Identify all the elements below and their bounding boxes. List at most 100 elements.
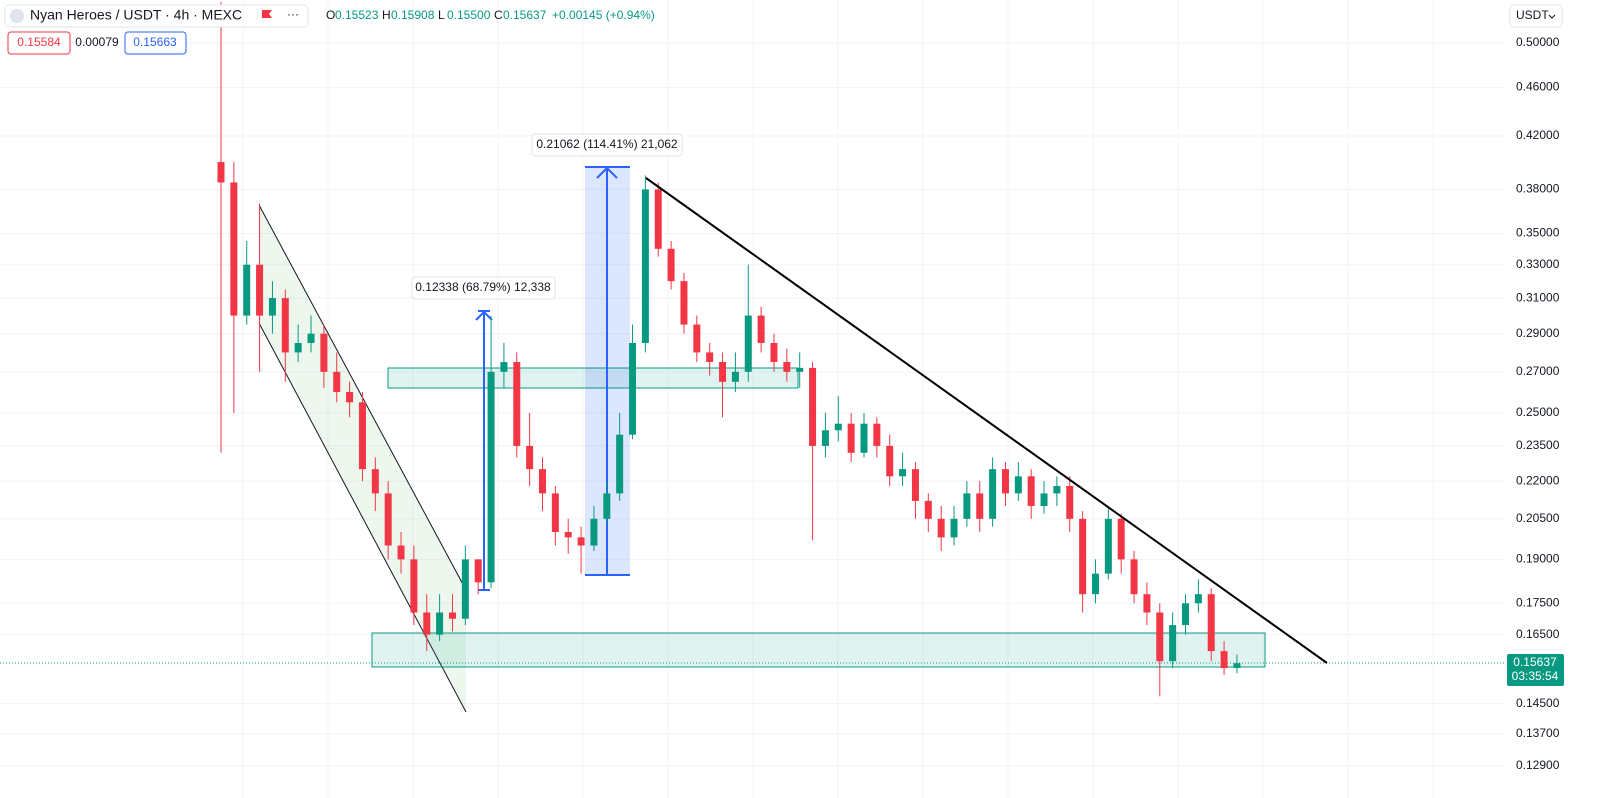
trendline	[645, 177, 1328, 664]
candle-body	[1053, 486, 1061, 494]
candle-body	[371, 469, 379, 494]
measure-label-box	[531, 133, 683, 157]
candle-body	[937, 518, 945, 538]
y-tick-label: 0.35000	[1516, 225, 1560, 239]
candle-body	[320, 333, 328, 372]
candle-body	[963, 493, 971, 519]
zone	[371, 632, 1266, 668]
candle-body	[1156, 612, 1164, 662]
candle-body	[500, 362, 508, 372]
ohlc-value: 0.15908	[391, 8, 435, 22]
candle-body	[693, 324, 701, 353]
measure-label: 0.12338 (68.79%) 12,338	[415, 280, 551, 294]
candle-body	[268, 298, 276, 316]
candle-body	[1207, 594, 1215, 652]
candle-body	[1079, 518, 1087, 595]
candle-body	[281, 298, 289, 353]
candle-body	[526, 445, 534, 470]
ohlc-key: H	[382, 8, 391, 22]
candle-body	[1143, 594, 1151, 613]
candle-body	[770, 342, 778, 363]
candle-body	[847, 423, 855, 453]
candle-body	[873, 423, 881, 446]
candle-body	[1194, 594, 1202, 604]
candle-body	[307, 333, 315, 343]
candle-body	[911, 469, 919, 501]
candle-body	[924, 500, 932, 519]
candle-body	[1014, 476, 1022, 494]
candle-body	[783, 362, 791, 372]
more-icon[interactable]: ···	[287, 7, 299, 21]
measure-label: 0.21062 (114.41%) 21,062	[536, 137, 678, 151]
candle-body	[243, 264, 251, 316]
candle-body	[1104, 518, 1112, 574]
candle-body	[1001, 469, 1009, 494]
grid	[0, 0, 1505, 798]
ohlc-value: 0.15500	[447, 8, 491, 22]
candle-body	[436, 612, 444, 635]
symbol-box[interactable]	[4, 4, 309, 28]
candle-body	[899, 469, 907, 477]
y-tick-label: 0.12900	[1516, 758, 1560, 772]
candle-body	[294, 342, 302, 353]
candle-body	[1091, 573, 1099, 595]
ohlc: O 0.15523 H 0.15908 L 0.15500 C 0.15637	[326, 8, 547, 22]
flag-icon[interactable]	[262, 10, 272, 18]
currency: USDT	[1516, 8, 1549, 22]
y-tick-label: 0.46000	[1516, 80, 1560, 94]
candle-body	[1233, 663, 1241, 669]
bid-box[interactable]	[7, 31, 71, 55]
candle-body	[680, 281, 688, 325]
dropdown-icon	[1548, 14, 1556, 19]
candle-body	[731, 371, 739, 382]
candle-body	[976, 493, 984, 519]
channel-line	[258, 322, 467, 713]
ask-box[interactable]	[124, 31, 187, 55]
y-tick-label: 0.14500	[1516, 696, 1560, 710]
candle-body	[1040, 493, 1048, 506]
candle-body	[384, 493, 392, 546]
candle-body	[834, 423, 842, 431]
y-tick-label: 0.13700	[1516, 726, 1560, 740]
candle-body	[1130, 559, 1138, 595]
measure-arrow	[596, 166, 618, 179]
candle-body	[1169, 625, 1177, 662]
candle-body	[796, 367, 804, 372]
candle-body	[629, 342, 637, 435]
candle-body	[809, 367, 817, 446]
candle-body	[719, 362, 727, 382]
countdown: 03:35:54	[1512, 669, 1559, 683]
candle-body	[950, 518, 958, 538]
candle-body	[1220, 651, 1228, 669]
ask: 0.15663	[133, 35, 177, 49]
ohlc-value: 0.15637	[503, 8, 547, 22]
candles	[217, 1, 1241, 697]
candle-body	[410, 559, 418, 613]
candle-body	[539, 469, 546, 494]
candle-body	[487, 371, 495, 583]
candle-body	[706, 352, 714, 363]
ohlc-key: C	[494, 8, 503, 22]
candle-body	[474, 559, 482, 583]
candle-body	[667, 248, 675, 282]
candle-body	[461, 559, 469, 619]
candle-body	[1027, 476, 1035, 506]
ohlc-key: L	[438, 8, 445, 22]
candle-body	[616, 434, 624, 494]
y-tick-label: 0.25000	[1516, 405, 1560, 419]
candle-body	[397, 545, 405, 560]
candle-body	[448, 612, 456, 619]
candle-body	[256, 264, 264, 316]
measure-label-box	[411, 276, 556, 300]
currency-button[interactable]	[1509, 4, 1563, 28]
candle-body	[577, 537, 585, 546]
y-tick-label: 0.33000	[1516, 257, 1560, 271]
y-tick-label: 0.22000	[1516, 473, 1560, 487]
candle-body	[860, 423, 868, 453]
y-tick-label: 0.31000	[1516, 290, 1560, 304]
y-tick-label: 0.27000	[1516, 364, 1560, 378]
candle-body	[333, 371, 341, 392]
candle-body	[217, 162, 225, 183]
candle-body	[230, 182, 238, 316]
candle-body	[641, 189, 649, 343]
